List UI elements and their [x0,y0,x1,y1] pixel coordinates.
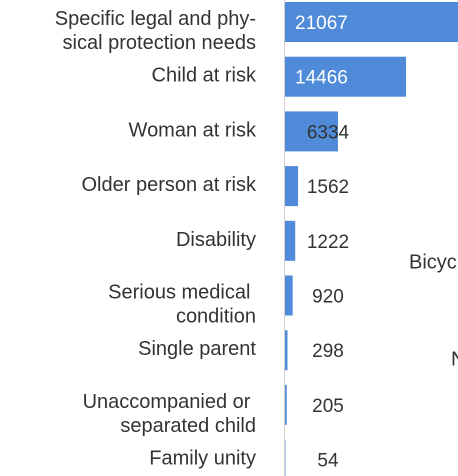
value-label: 1562 [307,177,349,198]
category-label: Child at risk [152,65,257,87]
bar [285,56,406,97]
bar [285,220,296,261]
category-label: Older person at risk [81,174,257,196]
annotation: N [451,348,458,370]
bar [285,2,458,42]
category-label: Single parent [138,338,256,360]
value-label: 920 [312,287,344,308]
value-label: 6334 [307,122,350,143]
plot-area: Specific legal and phy-sical protection … [55,0,458,476]
value-label: 54 [317,451,339,472]
bar [285,384,287,425]
value-label: 298 [312,341,344,362]
bar [285,275,293,316]
bar [285,330,288,371]
category-label: Serious medical condition [108,282,256,328]
category-label: Disability [176,229,256,251]
value-label: 205 [312,396,344,417]
category-label: Family unity [149,448,256,470]
value-label: 21067 [295,13,348,34]
category-label: Woman at risk [129,120,257,142]
value-label: 14466 [295,68,348,89]
bar [285,166,299,207]
category-label: Unaccompanied or separated child [83,391,256,437]
value-label: 1222 [307,232,349,253]
annotation: Bicyc [409,251,457,273]
bar [285,111,338,152]
category-label: Specific legal and phy-sical protection … [55,8,256,54]
